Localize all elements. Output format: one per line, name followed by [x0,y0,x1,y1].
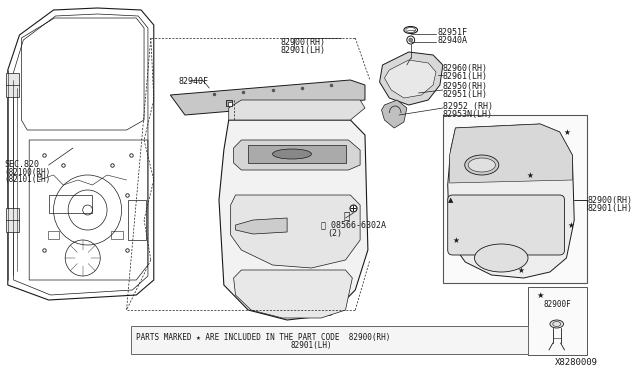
Text: 82901(LH): 82901(LH) [291,341,332,350]
Text: ★: ★ [563,128,570,137]
Polygon shape [228,100,365,120]
Text: ★: ★ [517,266,524,275]
Bar [131,326,529,354]
Text: 82950(RH): 82950(RH) [443,82,488,91]
Text: ▲: ▲ [448,197,453,203]
Polygon shape [234,140,360,170]
Text: 82951(LH): 82951(LH) [443,90,488,99]
FancyBboxPatch shape [448,195,564,255]
Polygon shape [236,218,287,234]
Bar [443,115,587,283]
Text: ★: ★ [452,235,459,244]
Text: ★: ★ [526,170,533,180]
Text: ★: ★ [536,291,544,299]
Text: 82901(LH): 82901(LH) [280,46,325,55]
Text: 82953N(LH): 82953N(LH) [443,110,493,119]
Text: (82100(RH): (82100(RH) [5,168,51,177]
Ellipse shape [474,244,528,272]
Text: SEC.820: SEC.820 [5,160,40,169]
Bar [49,195,92,213]
Text: 82901(LH): 82901(LH) [588,204,633,213]
Circle shape [409,38,413,42]
Text: 82940A: 82940A [438,36,468,45]
Polygon shape [219,120,368,320]
Text: ★: ★ [568,221,575,230]
Bar [529,287,587,355]
Bar [6,208,19,232]
Ellipse shape [273,149,312,159]
Text: 82900F: 82900F [543,300,571,309]
Bar [48,231,60,239]
Polygon shape [385,60,436,98]
Ellipse shape [550,320,564,328]
Text: X8280009: X8280009 [555,358,598,367]
Text: (2): (2) [327,229,342,238]
Circle shape [407,36,415,44]
Polygon shape [448,124,574,278]
Text: PARTS MARKED ★ ARE INCLUDED IN THE PART CODE  82900(RH): PARTS MARKED ★ ARE INCLUDED IN THE PART … [136,333,390,342]
Bar [111,231,123,239]
Text: Ⓢ: Ⓢ [344,210,349,220]
Text: 82952 (RH): 82952 (RH) [443,102,493,111]
Polygon shape [170,80,365,115]
Bar [6,73,19,97]
Polygon shape [380,52,443,105]
Text: 82961(LH): 82961(LH) [443,72,488,81]
Ellipse shape [404,26,417,33]
Ellipse shape [468,158,495,172]
Text: 82900(RH): 82900(RH) [588,196,633,205]
Polygon shape [230,195,360,268]
Text: 82940F: 82940F [178,77,208,86]
Polygon shape [450,124,572,183]
Polygon shape [234,270,353,318]
Text: 82960(RH): 82960(RH) [443,64,488,73]
Text: 82951F: 82951F [438,28,468,37]
Ellipse shape [465,155,499,175]
Polygon shape [381,100,407,128]
Bar [129,200,146,240]
Text: Ⓢ 08566-6302A: Ⓢ 08566-6302A [321,220,386,229]
Text: (82101(LH): (82101(LH) [5,175,51,184]
Text: 82900(RH): 82900(RH) [280,38,325,47]
Bar [248,145,346,163]
